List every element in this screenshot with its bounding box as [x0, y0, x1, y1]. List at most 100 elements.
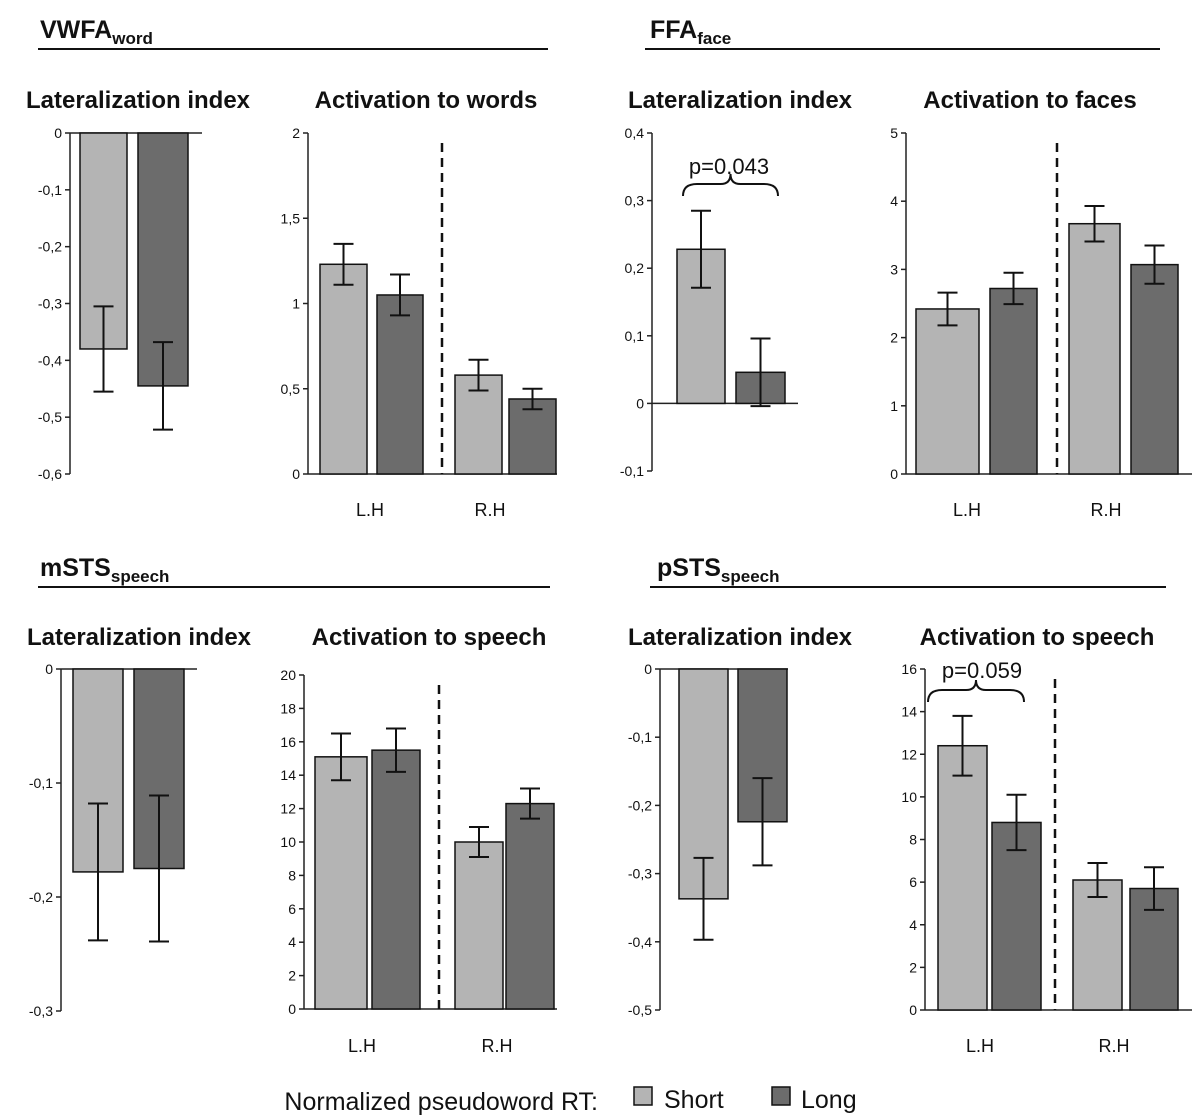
- y-tick-label: -0,2: [29, 889, 53, 905]
- panel-3: Activation to faces 0 1 2 3 4 5 L.H R.H: [890, 87, 1192, 520]
- y-tick-label: -0,1: [38, 182, 62, 198]
- y-tick-label: 0,1: [625, 328, 645, 344]
- category-label: R.H: [475, 500, 506, 520]
- section-subscript: speech: [721, 567, 780, 586]
- section-name: VWFA: [40, 16, 112, 44]
- bar-short: [314, 756, 368, 1010]
- y-tick-label: 0: [45, 661, 53, 677]
- y-tick-label: 2: [890, 330, 898, 346]
- section-title-psts: pSTSspeech: [657, 554, 780, 586]
- panel-1: Activation to words 0 0,5 1 1,5 2 L.H R.H: [281, 87, 557, 520]
- bar-short: [454, 841, 504, 1010]
- panel-4: Lateralization index 0 -0,1 -0,2 -0,3: [27, 624, 252, 1019]
- y-tick-label: -0,5: [38, 409, 62, 425]
- y-tick-label: 0: [636, 395, 644, 411]
- y-tick-label: 14: [280, 767, 296, 783]
- bar-long: [991, 821, 1042, 1011]
- y-tick-label: 8: [288, 867, 296, 883]
- panel-title: Lateralization index: [26, 87, 251, 114]
- y-tick-label: 2: [909, 959, 917, 975]
- section-title-msts: mSTSspeech: [40, 554, 169, 586]
- panel-title: Activation to faces: [923, 87, 1136, 114]
- section-name: pSTS: [657, 554, 721, 582]
- y-tick-label: 6: [288, 901, 296, 917]
- section-subscript: word: [111, 29, 153, 48]
- bar-short: [1068, 222, 1121, 475]
- y-tick-label: 0: [890, 466, 898, 482]
- panel-5: Activation to speech 0 2 4 6 8 10 12 14 16 18 20 L.H…: [280, 624, 557, 1056]
- y-tick-label: -0,2: [628, 797, 652, 813]
- y-tick-label: -0,5: [628, 1002, 652, 1018]
- y-tick-label: -0,3: [628, 866, 652, 882]
- category-label: R.H: [1099, 1036, 1130, 1056]
- category-label: L.H: [966, 1036, 994, 1056]
- bar-long: [505, 802, 555, 1010]
- legend-swatch-long: [771, 1086, 791, 1106]
- y-tick-label: 1,5: [281, 210, 301, 226]
- panel-2: Lateralization index -0,1 0 0,1 0,2 0,3 0,4: [620, 87, 853, 479]
- panel-0: Lateralization index 0 -0,1 -0,2 -0,3 -0,4 -0,…: [26, 87, 251, 482]
- bar-long: [989, 287, 1038, 475]
- y-tick-label: -0,2: [38, 239, 62, 255]
- y-tick-label: 0,3: [625, 193, 645, 209]
- y-tick-label: 0: [54, 125, 62, 141]
- section-subscript: speech: [111, 567, 170, 586]
- y-tick-label: 0,4: [625, 125, 645, 141]
- bar-long: [1130, 263, 1179, 475]
- category-label: L.H: [348, 1036, 376, 1056]
- y-tick-label: 8: [909, 832, 917, 848]
- y-tick-label: 0,2: [625, 260, 645, 276]
- y-tick-label: -0,1: [620, 463, 644, 479]
- bar-short: [915, 308, 980, 475]
- panel-title: Activation to speech: [920, 624, 1155, 651]
- y-tick-label: -0,4: [628, 934, 652, 950]
- panel-title: Activation to words: [315, 87, 538, 114]
- y-tick-label: 12: [901, 746, 917, 762]
- y-tick-label: 4: [890, 193, 898, 209]
- panel-title: Activation to speech: [312, 624, 547, 651]
- panel-6: Lateralization index 0 -0,1 -0,2 -0,3 -0,4 -0,…: [628, 624, 853, 1018]
- y-tick-label: 4: [288, 934, 296, 950]
- y-tick-label: -0,3: [29, 1003, 53, 1019]
- section-title-ffa: FFAface: [650, 16, 731, 48]
- bar-short: [1072, 879, 1123, 1011]
- y-tick-label: 16: [901, 661, 917, 677]
- bar-long: [376, 294, 424, 475]
- y-tick-label: 0: [644, 661, 652, 677]
- bar-short: [937, 744, 988, 1011]
- category-label: R.H: [1091, 500, 1122, 520]
- y-tick-label: -0,6: [38, 466, 62, 482]
- significance-brace: [682, 173, 779, 197]
- significance-brace: [927, 679, 1025, 703]
- y-tick-label: 0: [909, 1002, 917, 1018]
- bar-long: [371, 749, 421, 1010]
- y-tick-label: 10: [280, 834, 296, 850]
- annotation-ffa: p=0.043: [682, 154, 779, 197]
- y-tick-label: 18: [280, 700, 296, 716]
- y-tick-label: 10: [901, 789, 917, 805]
- y-tick-label: 2: [292, 125, 300, 141]
- bar-long: [508, 398, 557, 475]
- category-label: R.H: [482, 1036, 513, 1056]
- y-tick-label: 0,5: [281, 381, 301, 397]
- y-tick-label: 5: [890, 125, 898, 141]
- section-title-vwfa: VWFAword: [40, 16, 153, 48]
- y-tick-label: 1: [890, 398, 898, 414]
- category-label: L.H: [356, 500, 384, 520]
- y-tick-label: 0: [292, 466, 300, 482]
- y-tick-label: 3: [890, 261, 898, 277]
- legend: Normalized pseudoword RT: Short Long: [284, 1086, 856, 1115]
- panel-title: Lateralization index: [628, 624, 853, 651]
- panel-7: Activation to speech 0 2 4 6 8 10 12 14 16 L.H R.H: [901, 624, 1192, 1056]
- category-label: L.H: [953, 500, 981, 520]
- y-tick-label: 16: [280, 734, 296, 750]
- y-tick-label: 0: [288, 1001, 296, 1017]
- legend-item-long: Long: [801, 1086, 857, 1114]
- y-tick-label: -0,1: [29, 775, 53, 791]
- section-subscript: face: [697, 29, 731, 48]
- panel-title: Lateralization index: [628, 87, 853, 114]
- panel-title: Lateralization index: [27, 624, 252, 651]
- p-value-label: p=0.059: [942, 658, 1022, 683]
- y-tick-label: 14: [901, 704, 917, 720]
